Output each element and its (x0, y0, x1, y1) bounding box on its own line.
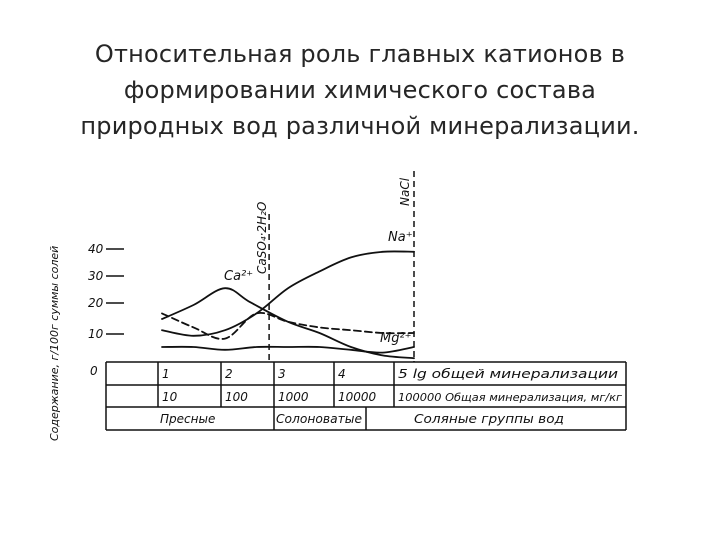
table-cell: 2 (225, 367, 233, 381)
table-text: 1 2 3 4 5 lg общей минерализации 10 100 … (160, 367, 622, 426)
table-cell: 1 (162, 367, 170, 381)
y-tick-label: 40 (88, 242, 104, 256)
label-layer: CaSO₄·2H₂O NaCl Ca²⁺ Na⁺ Mg²⁺ (224, 177, 413, 346)
slide-title-line: природных вод различной минерализации. (80, 112, 640, 140)
boundary-layer (268, 171, 415, 362)
table-cell: 100 (225, 390, 248, 404)
y-tick-label: 0 (90, 364, 98, 378)
y-tick-marks (106, 248, 124, 335)
na-series-line (161, 250, 415, 337)
series-label-mg: Mg²⁺ (380, 331, 412, 346)
series-label-na: Na⁺ (388, 230, 413, 245)
boundary-label-caso4: CaSO₄·2H₂O (255, 202, 269, 274)
boundary-label-nacl: NaCl (398, 177, 412, 206)
chart-svg: Содержание, г/100г суммы солей 40 30 20 … (48, 171, 627, 441)
table-cell: 5 lg общей минерализации (398, 367, 618, 381)
table-cell: Солоноватые (276, 412, 362, 426)
table-cell: 10 (162, 390, 178, 404)
table-cell: 100000 Общая минерализация, мг/кг (398, 391, 622, 404)
mg-series-line (161, 311, 415, 340)
y-tick-label: 20 (88, 296, 104, 310)
table-cell: 4 (338, 367, 346, 381)
slide-title-line: Относительная роль главных катионов в (94, 40, 626, 68)
table-cell: Пресные (160, 412, 215, 426)
chart-figure: Содержание, г/100г суммы солей 40 30 20 … (36, 156, 684, 454)
data-table (105, 361, 627, 431)
table-cell: 1000 (278, 390, 309, 404)
series-layer (161, 250, 415, 360)
background-series-line (161, 345, 415, 354)
table-cell: 10000 (338, 390, 377, 404)
slide-title: Относительная роль главных катионов в фо… (40, 36, 680, 144)
table-cell: 3 (278, 367, 286, 381)
slide-title-line: формировании химического состава (123, 76, 597, 104)
table-cell: Соляные группы вод (414, 412, 564, 426)
y-tick-label: 30 (88, 269, 104, 283)
y-tick-label: 10 (88, 327, 104, 341)
series-label-ca: Ca²⁺ (224, 269, 253, 284)
y-axis-label: Содержание, г/100г суммы солей (48, 246, 61, 441)
